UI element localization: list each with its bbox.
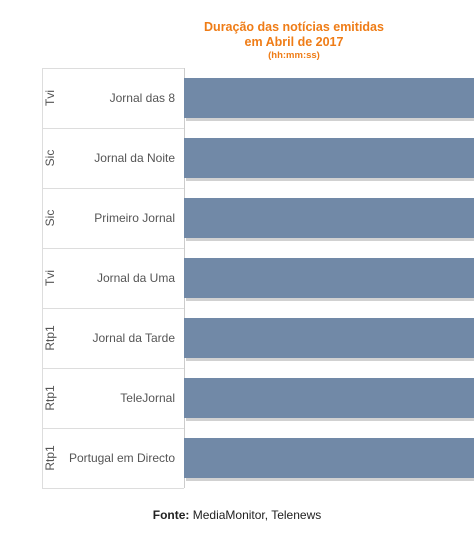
bar (184, 78, 474, 118)
program-label: Primeiro Jornal (94, 211, 175, 225)
bar (184, 438, 474, 478)
bar (184, 138, 474, 178)
channel-label: Rtp1 (43, 385, 57, 411)
channel-label: Sic (43, 150, 57, 167)
program-label: Jornal da Tarde (93, 331, 176, 345)
channel-label: Rtp1 (43, 325, 57, 351)
channel-label: Tvi (43, 90, 57, 106)
chart-subtitle: (hh:mm:ss) (268, 50, 320, 61)
program-label: Jornal da Noite (94, 151, 175, 165)
chart-title-line-1: Duração das notícias emitidas (204, 20, 384, 34)
channel-label: Tvi (43, 270, 57, 286)
program-label: TeleJornal (120, 391, 175, 405)
channel-label: Rtp1 (43, 445, 57, 471)
chart-title-line-2: em Abril de 2017 (244, 35, 344, 49)
bar (184, 198, 474, 238)
program-label: Jornal da Uma (97, 271, 175, 285)
bar (184, 378, 474, 418)
bar (184, 318, 474, 358)
program-label: Jornal das 8 (110, 91, 176, 105)
channel-label: Sic (43, 210, 57, 227)
source-label: Fonte: (152, 508, 190, 522)
source-text: MediaMonitor, Telenews (189, 508, 322, 522)
bar (184, 258, 474, 298)
chart-title-block: Duração das notícias emitidas em Abril d… (184, 20, 404, 61)
source-note: Fonte: MediaMonitor, Telenews (0, 508, 474, 522)
program-label: Portugal em Directo (69, 451, 175, 465)
